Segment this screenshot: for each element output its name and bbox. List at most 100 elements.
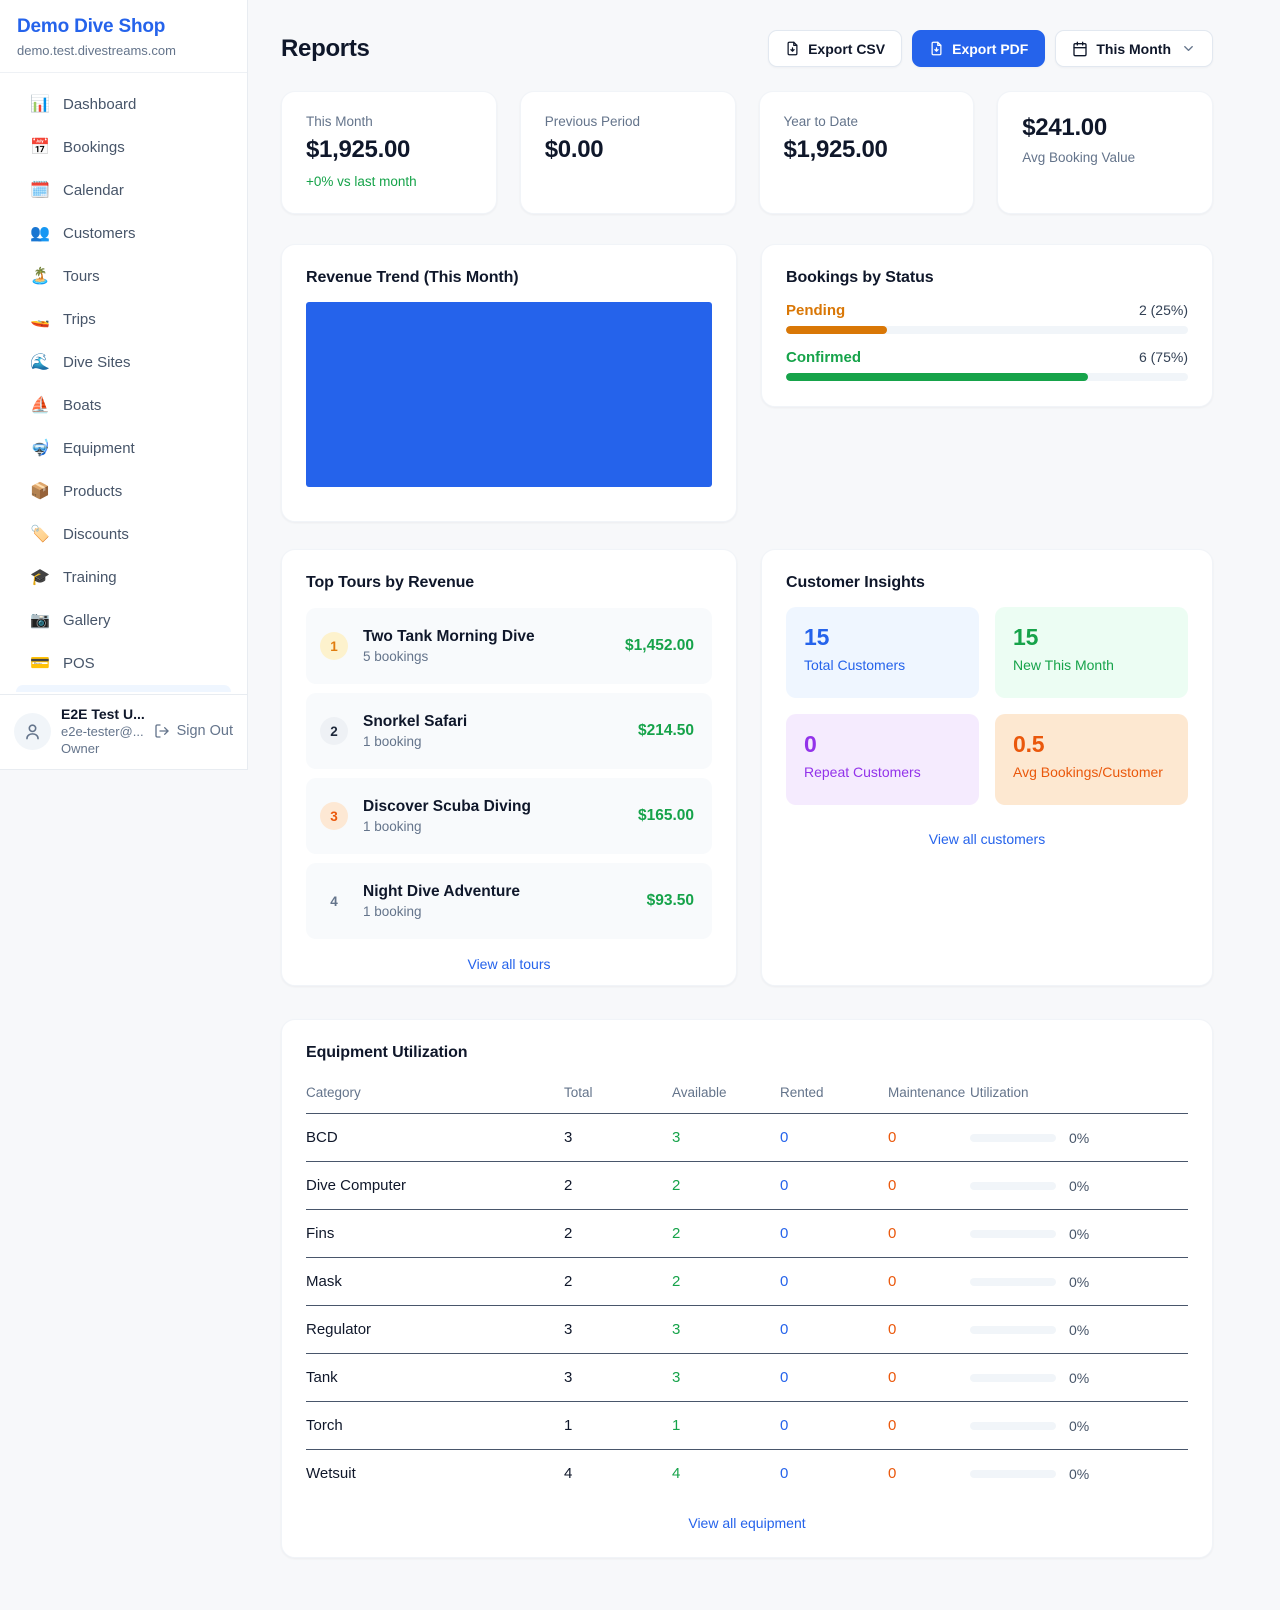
- view-all-tours-link[interactable]: View all tours: [467, 956, 551, 972]
- tour-row: 3 Discover Scuba Diving 1 booking $165.0…: [306, 778, 712, 854]
- view-all-equipment-link[interactable]: View all equipment: [688, 1514, 806, 1531]
- tour-name: Night Dive Adventure: [363, 883, 521, 900]
- sidebar-item-label: Dashboard: [63, 96, 137, 113]
- status-count: 2 (25%): [1138, 302, 1188, 318]
- cell-category: Regulator: [306, 1305, 538, 1354]
- cell-maintenance: 0: [862, 1353, 970, 1402]
- column-header-rented: Rented: [754, 1076, 862, 1114]
- sidebar-nav: 📊 Dashboard 📅 Bookings 🗓️ Calendar 👥 Cus…: [0, 73, 247, 694]
- tile-value: 0.5: [1013, 731, 1045, 757]
- cell-utilization: 0%: [970, 1178, 1188, 1194]
- sidebar-item-pos[interactable]: 💳 POS: [8, 642, 239, 685]
- sidebar-item-trips[interactable]: 🚤 Trips: [8, 298, 239, 341]
- sidebar-item-dashboard[interactable]: 📊 Dashboard: [8, 83, 239, 126]
- cell-category: Torch: [306, 1401, 538, 1450]
- cell-category: Fins: [306, 1209, 538, 1258]
- tour-name: Discover Scuba Diving: [363, 798, 531, 815]
- trips-boat-icon: 🚤: [30, 310, 50, 328]
- cell-category: Dive Computer: [306, 1161, 538, 1210]
- sidebar-header: Demo Dive Shop demo.test.divestreams.com: [0, 0, 247, 73]
- chevron-down-icon: [1184, 46, 1193, 51]
- tour-bookings: 1 booking: [363, 819, 422, 834]
- column-header-category: Category: [306, 1076, 538, 1114]
- sidebar-item-label: Gallery: [63, 612, 111, 629]
- view-all-customers-link[interactable]: View all customers: [928, 831, 1046, 847]
- table-row: Torch 1 1 0 0 0%: [306, 1401, 1188, 1450]
- wave-icon: 🌊: [30, 353, 50, 371]
- column-header-available: Available: [646, 1076, 754, 1114]
- tile-label: Avg Bookings/Customer: [1013, 764, 1163, 780]
- export-pdf-label: Export PDF: [952, 40, 1029, 57]
- rank-badge: 3: [320, 802, 348, 830]
- sidebar-item-reports-partial[interactable]: [16, 685, 231, 692]
- cell-maintenance: 0: [862, 1161, 970, 1210]
- dashboard-grid: Revenue Trend (This Month) Bookings by S…: [281, 244, 1213, 986]
- cell-available: 2: [646, 1209, 754, 1258]
- tour-name: Snorkel Safari: [363, 713, 468, 730]
- sidebar-item-tours[interactable]: 🏝️ Tours: [8, 255, 239, 298]
- cell-category: Mask: [306, 1257, 538, 1306]
- table-row: Dive Computer 2 2 0 0 0%: [306, 1161, 1188, 1210]
- sidebar-item-boats[interactable]: ⛵ Boats: [8, 384, 239, 427]
- tile-value: 15: [1013, 624, 1039, 650]
- sidebar-item-dive-sites[interactable]: 🌊 Dive Sites: [8, 341, 239, 384]
- tile-label: Repeat Customers: [804, 764, 921, 780]
- rank-badge: 1: [320, 632, 348, 660]
- cell-maintenance: 0: [862, 1113, 970, 1162]
- sidebar-item-gallery[interactable]: 📷 Gallery: [8, 599, 239, 642]
- tour-row: 2 Snorkel Safari 1 booking $214.50: [306, 693, 712, 769]
- rank-badge: 4: [330, 893, 338, 909]
- export-csv-button[interactable]: Export CSV: [768, 30, 903, 67]
- cell-total: 3: [538, 1353, 646, 1402]
- tile-avg-bookings-customer: 0.5 Avg Bookings/Customer: [995, 714, 1188, 805]
- sidebar-item-equipment[interactable]: 🤿 Equipment: [8, 427, 239, 470]
- sign-out-button[interactable]: Sign Out: [154, 723, 233, 739]
- main-content: Reports Export CSV Export PDF This Month…: [248, 0, 1280, 1591]
- column-header-total: Total: [538, 1076, 646, 1114]
- sidebar-item-customers[interactable]: 👥 Customers: [8, 212, 239, 255]
- cell-category: Wetsuit: [306, 1465, 356, 1483]
- sidebar-item-label: Calendar: [63, 182, 124, 199]
- period-dropdown[interactable]: This Month: [1055, 30, 1213, 67]
- sailboat-icon: ⛵: [30, 396, 50, 414]
- sidebar-item-calendar[interactable]: 🗓️ Calendar: [8, 169, 239, 212]
- shop-name: Demo Dive Shop: [17, 16, 166, 37]
- cell-rented: 0: [754, 1305, 862, 1354]
- cell-utilization: 0%: [970, 1274, 1188, 1290]
- user-icon: [26, 723, 39, 739]
- cell-rented: 0: [780, 1465, 789, 1483]
- cell-maintenance: 0: [888, 1465, 897, 1483]
- bookings-by-status-title: Bookings by Status: [786, 269, 934, 286]
- tour-revenue: $1,452.00: [625, 637, 694, 654]
- stat-label: Previous Period: [544, 114, 641, 129]
- status-bar-fill: [786, 326, 887, 334]
- cell-available: 1: [646, 1401, 754, 1450]
- sidebar-item-training[interactable]: 🎓 Training: [8, 556, 239, 599]
- sidebar: Demo Dive Shop demo.test.divestreams.com…: [0, 0, 248, 770]
- sidebar-item-products[interactable]: 📦 Products: [8, 470, 239, 513]
- stat-label: Year to Date: [783, 114, 859, 129]
- user-email: e2e-tester@...: [61, 724, 144, 739]
- file-download-icon: [787, 41, 798, 56]
- stat-value: $241.00: [1022, 114, 1107, 141]
- sidebar-item-label: Customers: [63, 225, 136, 242]
- tour-bookings: 5 bookings: [363, 649, 429, 664]
- sidebar-item-discounts[interactable]: 🏷️ Discounts: [8, 513, 239, 556]
- dive-mask-icon: 🤿: [30, 439, 50, 457]
- tile-value: 0: [804, 731, 817, 757]
- table-row: Regulator 3 3 0 0 0%: [306, 1305, 1188, 1354]
- revenue-trend-card: Revenue Trend (This Month): [281, 244, 737, 522]
- sidebar-item-label: Products: [63, 483, 123, 500]
- export-pdf-button[interactable]: Export PDF: [912, 30, 1046, 67]
- cell-rented: 0: [754, 1353, 862, 1402]
- cell-maintenance: 0: [862, 1209, 970, 1258]
- shop-domain: demo.test.divestreams.com: [17, 43, 176, 58]
- sign-out-label: Sign Out: [176, 723, 233, 739]
- sidebar-item-bookings[interactable]: 📅 Bookings: [8, 126, 239, 169]
- cell-utilization: 0%: [970, 1418, 1188, 1434]
- status-label: Confirmed: [786, 349, 861, 366]
- cell-maintenance: 0: [862, 1305, 970, 1354]
- page-header: Reports Export CSV Export PDF This Month: [281, 30, 1213, 67]
- status-bar-track: [786, 326, 1188, 334]
- period-selected-label: This Month: [1096, 40, 1171, 57]
